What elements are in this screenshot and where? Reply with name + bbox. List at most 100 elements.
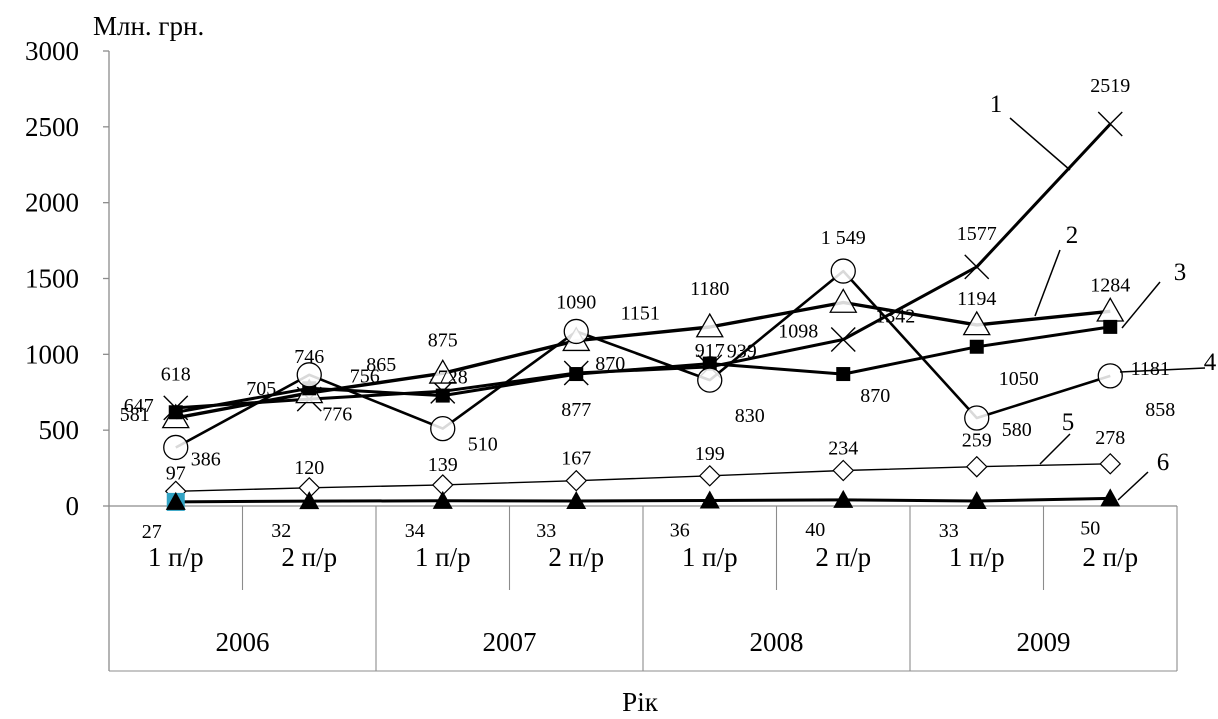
data-label-series-1: 756: [350, 365, 380, 387]
marker-series-3: [1103, 319, 1118, 334]
series-number-2: 2: [1066, 222, 1079, 249]
data-label-series-3: 939: [727, 341, 757, 363]
data-label-series-2: 875: [428, 329, 458, 351]
series-markers: [161, 111, 1125, 511]
data-label-series-6: 33: [939, 520, 959, 542]
data-label-series-6: 32: [271, 520, 291, 542]
marker-series-4: [964, 405, 990, 431]
data-label-series-3: 1181: [1131, 358, 1170, 380]
data-label-series-3: 776: [322, 403, 352, 425]
marker-series-5: [698, 464, 721, 487]
series-leader-line-6: [1117, 471, 1149, 501]
marker-series-4: [1097, 363, 1123, 389]
marker-series-5: [1099, 452, 1122, 475]
x-year-label: 2009: [1017, 627, 1071, 657]
data-label-series-2: 1090: [556, 292, 596, 314]
data-labels: 647 705 756 877 917 1098 1577 2519 581 746 875 1090…: [120, 75, 1176, 543]
marker-series-2: [428, 358, 457, 384]
series-number-5: 5: [1062, 409, 1075, 436]
series-number-3: 3: [1174, 259, 1187, 286]
x-category-label: 1 п/р: [949, 542, 1005, 572]
series-lines: [175, 122, 1112, 504]
data-label-series-5: 199: [695, 443, 725, 465]
data-label-series-4: 865: [366, 354, 396, 376]
data-label-series-5: 234: [828, 438, 858, 460]
marker-series-5: [832, 459, 855, 482]
marker-series-4: [163, 434, 189, 461]
data-label-series-6: 33: [536, 520, 556, 542]
series-leader-line-2: [1034, 249, 1061, 317]
x-category-label: 2 п/р: [548, 542, 604, 572]
y-tick-label: 2500: [25, 112, 79, 142]
series-line-5: [175, 463, 1111, 492]
data-label-series-6: 34: [405, 520, 425, 542]
y-axis-label: Млн. грн.: [93, 11, 204, 41]
marker-series-3: [836, 367, 851, 382]
data-label-series-5: 278: [1095, 427, 1125, 449]
marker-series-4: [296, 362, 322, 388]
marker-series-1: [1097, 111, 1123, 137]
data-label-series-3: 870: [860, 385, 890, 407]
x-category-label: 2 п/р: [1082, 542, 1138, 572]
series-number-6: 6: [1157, 449, 1170, 476]
series-number-labels: 1 2 3 4 5 6: [990, 91, 1217, 501]
data-label-series-4: 386: [191, 448, 221, 470]
y-tick-label: 2000: [25, 188, 79, 218]
data-label-series-2: 581: [120, 404, 150, 426]
marker-series-3: [969, 339, 984, 354]
series-number-1: 1: [990, 91, 1003, 118]
data-label-series-2: 746: [294, 346, 324, 368]
marker-series-3: [168, 405, 183, 420]
data-label-series-2: 1180: [690, 278, 729, 300]
marker-series-5: [965, 455, 988, 478]
marker-series-4: [830, 258, 856, 284]
data-label-series-3: 1050: [999, 368, 1039, 390]
series-leader-line-3: [1121, 281, 1161, 329]
data-label-series-3: 870: [595, 353, 625, 375]
data-label-series-2: 1342: [875, 305, 915, 327]
marker-series-4: [697, 367, 723, 393]
x-category-label: 1 п/р: [415, 542, 471, 572]
marker-series-6: [165, 491, 186, 510]
marker-series-3: [435, 388, 450, 403]
data-label-series-4: 580: [1002, 419, 1032, 441]
data-label-series-6: 36: [670, 520, 690, 542]
x-category-label: 2 п/р: [815, 542, 871, 572]
marker-series-2: [695, 312, 724, 338]
y-tick-label: 0: [66, 491, 80, 521]
series-line-6: [175, 496, 1111, 504]
data-label-series-1: 705: [246, 378, 276, 400]
data-label-series-6: 40: [805, 519, 825, 541]
data-label-series-5: 167: [561, 448, 591, 470]
marker-series-2: [1096, 296, 1125, 322]
marker-series-3: [702, 356, 717, 371]
series-leader-line-1: [1009, 117, 1071, 171]
x-axis-label: Рік: [622, 687, 659, 717]
data-label-series-3: 728: [438, 367, 468, 389]
marker-series-1: [830, 326, 856, 352]
data-label-series-1: 647: [124, 395, 154, 417]
series-line-3: [175, 325, 1111, 414]
marker-series-2: [962, 310, 991, 336]
marker-series-6: [566, 490, 587, 509]
data-label-series-2: 1284: [1090, 274, 1130, 296]
marker-series-6: [833, 489, 854, 508]
data-label-series-4: 1151: [621, 302, 660, 324]
y-tick-label: 500: [39, 415, 80, 445]
marker-series-4: [563, 318, 589, 345]
x-category-label: 1 п/р: [682, 542, 738, 572]
data-label-series-1: 917: [695, 340, 725, 362]
data-label-series-5: 97: [166, 462, 186, 484]
x-category-labels: 1 п/р 2 п/р 1 п/р 2 п/р 1 п/р 2 п/р 1 п/р 2 п/р: [148, 542, 1138, 572]
y-tick-label: 1000: [25, 339, 79, 369]
series-leader-line-5: [1039, 433, 1071, 465]
axes: [103, 50, 1178, 672]
y-tick-labels: 0 500 1000 1500 2000 2500 3000: [25, 36, 79, 521]
y-tick-label: 3000: [25, 36, 79, 66]
series-number-4: 4: [1204, 349, 1217, 376]
data-label-series-4: 510: [468, 434, 498, 456]
data-label-series-1: 877: [561, 399, 591, 421]
series-leader-line-4: [1119, 367, 1206, 373]
x-year-labels: 2006 2007 2008 2009: [216, 627, 1071, 657]
